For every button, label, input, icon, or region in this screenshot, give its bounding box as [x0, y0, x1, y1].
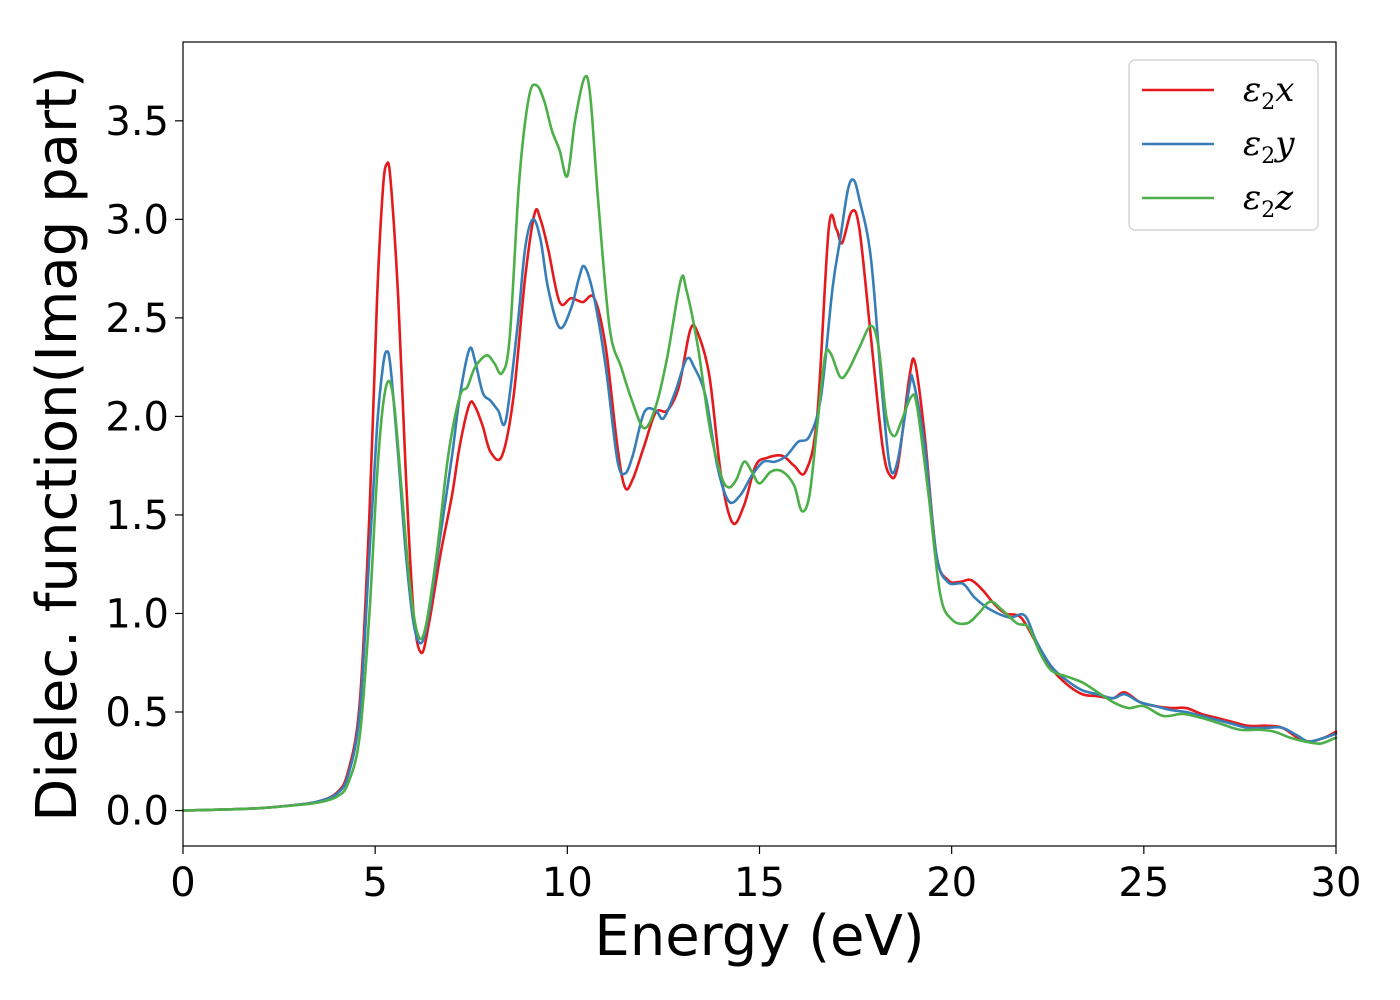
y-tick-label: 3.5: [105, 99, 169, 145]
series-line-z: [181, 74, 1338, 812]
x-tick-label: 15: [734, 860, 785, 906]
legend-label: ε2x: [1243, 70, 1294, 115]
legend-label: ε2y: [1243, 124, 1295, 169]
y-tick-label: 0.5: [105, 690, 169, 736]
series-line-x: [181, 161, 1338, 812]
x-axis-ticks: 0 5 10 15 20 25 30: [170, 846, 1361, 906]
y-tick-label: 2.5: [105, 296, 169, 342]
y-axis-label: Dielec. function(Imag part): [25, 66, 90, 822]
legend: ε2x ε2y ε2z: [1128, 59, 1319, 231]
legend-label: ε2z: [1243, 178, 1294, 223]
x-tick-label: 20: [926, 860, 977, 906]
x-tick-label: 5: [362, 860, 387, 906]
y-tick-label: 1.5: [105, 493, 169, 539]
y-tick-label: 3.0: [105, 197, 169, 243]
legend-box: [1128, 59, 1319, 231]
y-tick-label: 2.0: [105, 394, 169, 440]
x-tick-label: 10: [542, 860, 593, 906]
y-tick-label: 0.0: [105, 789, 169, 835]
x-tick-label: 25: [1118, 860, 1169, 906]
x-axis-label: Energy (eV): [594, 904, 924, 969]
x-tick-label: 30: [1311, 860, 1362, 906]
y-tick-label: 1.0: [105, 591, 169, 637]
y-axis-ticks: 0.0 0.5 1.0 1.5 2.0 2.5 3.0 3.5: [105, 99, 183, 835]
series-lines: [181, 74, 1338, 812]
x-tick-label: 0: [170, 860, 195, 906]
